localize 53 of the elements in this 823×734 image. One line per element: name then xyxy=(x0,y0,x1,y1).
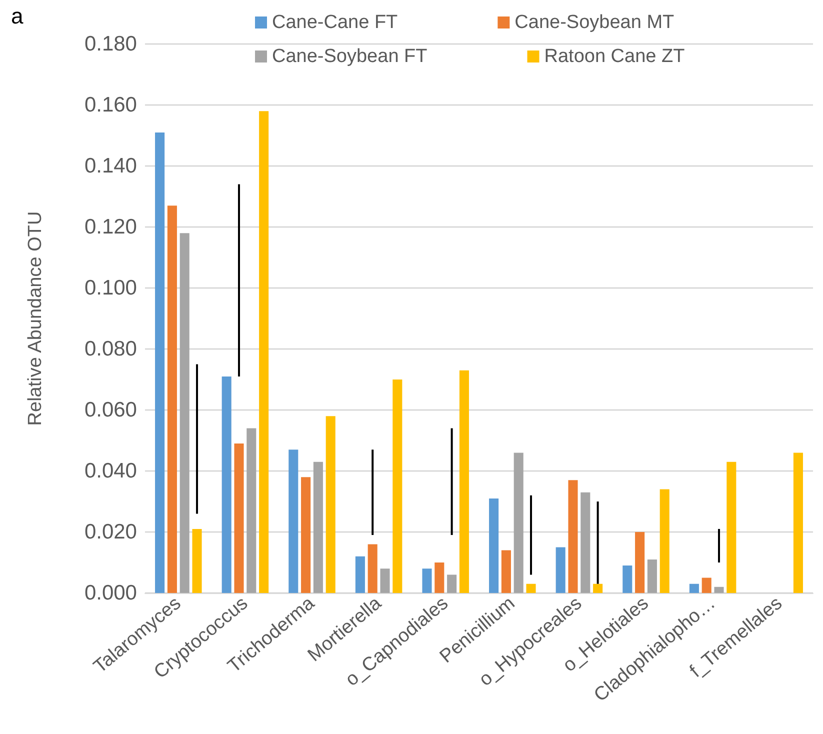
bar xyxy=(714,586,724,593)
bar xyxy=(459,370,469,593)
bar xyxy=(192,528,202,593)
legend-label: Cane-Soybean MT xyxy=(514,12,675,33)
bar xyxy=(556,547,566,593)
bar xyxy=(635,532,645,593)
bar xyxy=(246,428,256,593)
bar xyxy=(422,568,432,593)
bar xyxy=(301,477,311,593)
bar xyxy=(660,489,670,593)
y-axis-title: Relative Abundance OTU xyxy=(25,211,46,426)
bar xyxy=(514,452,524,593)
y-tick-label: 0.060 xyxy=(84,398,137,422)
bar xyxy=(313,462,323,593)
y-tick-label: 0.000 xyxy=(84,582,137,604)
bar xyxy=(447,574,457,593)
bar xyxy=(326,416,336,593)
bar xyxy=(689,584,699,593)
bar xyxy=(355,556,365,593)
legend-label: Cane-Soybean FT xyxy=(272,46,428,67)
y-tick-label: 0.080 xyxy=(84,338,137,360)
bar xyxy=(155,132,165,593)
bar xyxy=(288,450,298,593)
bar xyxy=(222,376,232,593)
bar xyxy=(180,233,190,593)
bar xyxy=(167,206,177,593)
bar xyxy=(234,444,244,593)
bar xyxy=(647,559,657,593)
bar xyxy=(580,492,590,593)
y-tick-label: 0.040 xyxy=(84,460,137,482)
bar xyxy=(259,111,269,593)
bar xyxy=(526,584,536,593)
bar xyxy=(593,584,603,593)
bar xyxy=(726,462,736,593)
bar xyxy=(434,562,444,593)
y-tick-label: 0.180 xyxy=(84,32,137,56)
bar xyxy=(501,550,511,593)
legend-label: Cane-Cane FT xyxy=(272,12,398,33)
bar xyxy=(368,544,378,593)
bar xyxy=(392,380,402,593)
bar xyxy=(568,480,578,593)
bar xyxy=(622,566,632,593)
y-tick-label: 0.100 xyxy=(84,276,137,300)
bar xyxy=(489,498,499,593)
bar xyxy=(380,568,390,593)
y-tick-label: 0.140 xyxy=(84,154,137,178)
chart-title: a xyxy=(11,4,24,28)
y-tick-label: 0.160 xyxy=(84,94,137,116)
y-tick-label: 0.020 xyxy=(84,520,137,544)
y-tick-label: 0.120 xyxy=(84,216,137,238)
legend-label: Ratoon Cane ZT xyxy=(544,46,686,67)
bar xyxy=(793,452,803,593)
bar xyxy=(702,578,712,593)
